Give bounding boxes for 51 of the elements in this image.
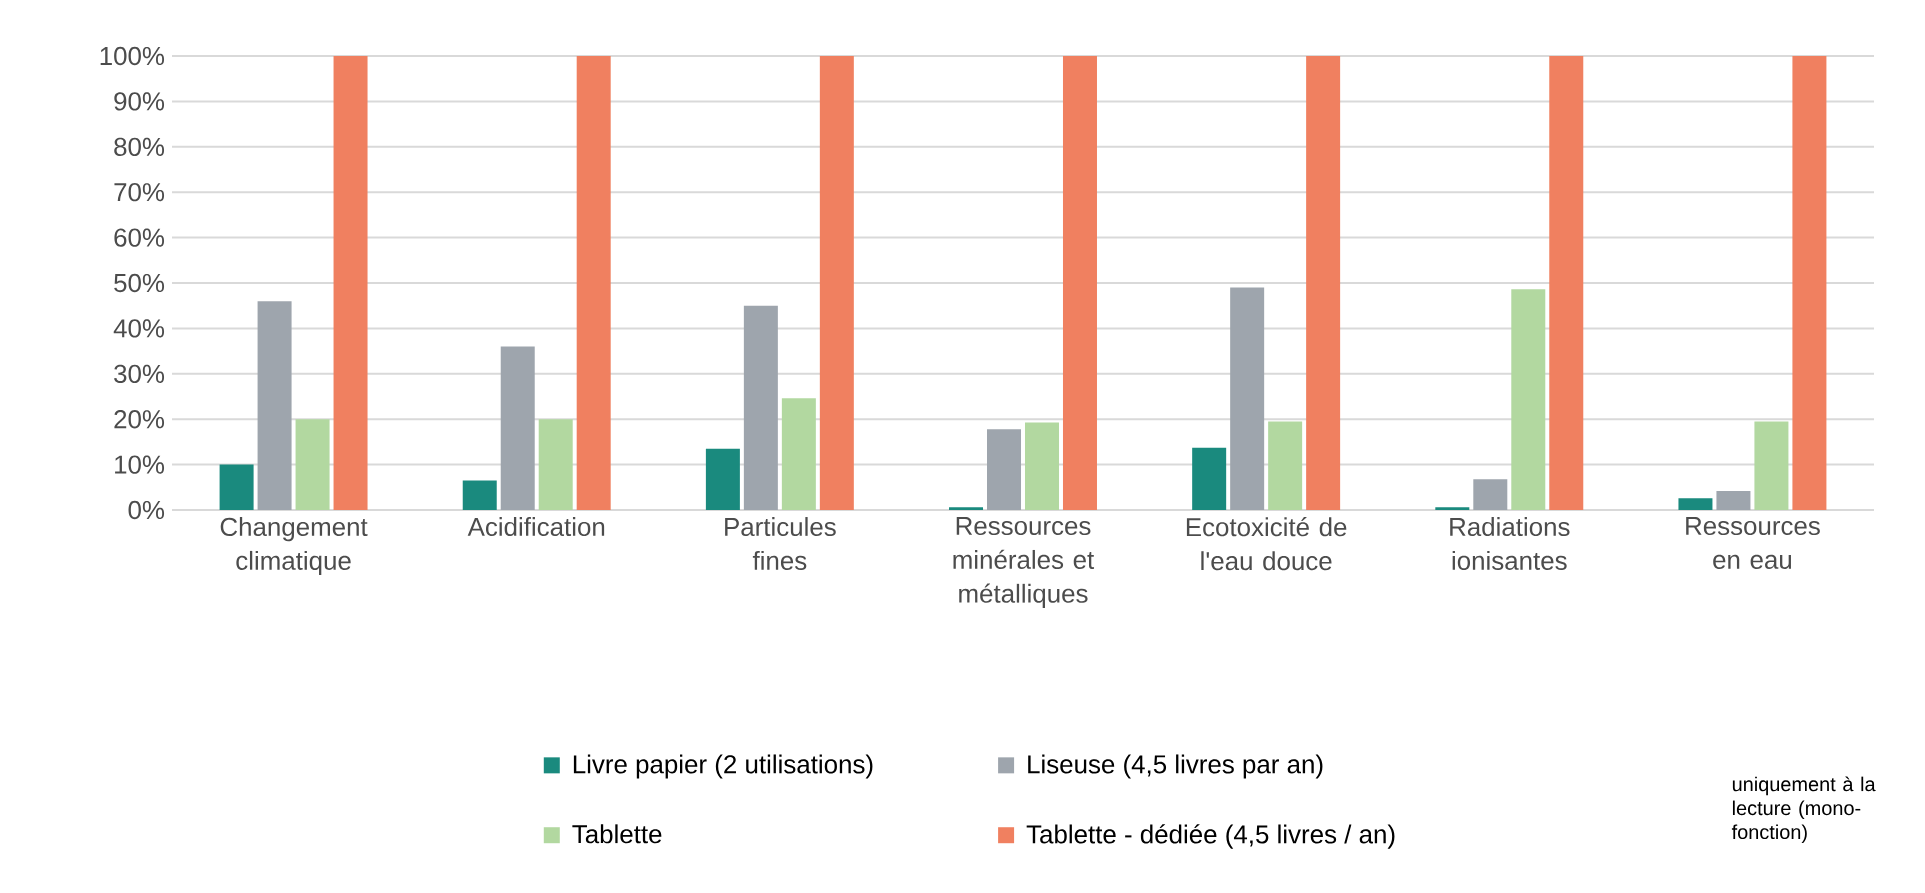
bar — [1435, 507, 1470, 511]
bar — [743, 305, 778, 511]
bar — [1754, 421, 1789, 511]
bar — [1473, 479, 1508, 511]
x-tick-label: Ressources minérales et métalliques — [953, 517, 1095, 608]
bar — [1716, 490, 1751, 511]
x-tick-label: Acidification — [467, 517, 605, 537]
y-tick-label: 50% — [114, 273, 165, 293]
bar — [1062, 56, 1097, 511]
x-tick-label: Changement climatique — [220, 517, 368, 576]
bar — [781, 398, 816, 511]
bar — [1678, 498, 1713, 511]
y-tick-label: 100% — [100, 46, 165, 66]
y-tick-label: 20% — [114, 410, 165, 429]
bar — [1549, 56, 1584, 511]
bar — [1306, 56, 1341, 511]
bar — [1792, 56, 1827, 511]
bar — [500, 346, 535, 511]
y-tick-label: 70% — [114, 183, 165, 202]
bar — [987, 429, 1022, 511]
bar — [1192, 447, 1227, 511]
bar — [295, 419, 330, 511]
text: uniquement à la lecture (mono-fonction) — [1731, 776, 1876, 844]
y-tick-label: 90% — [114, 92, 165, 111]
bar — [819, 56, 854, 511]
bar — [949, 507, 984, 511]
legend-label: Livre papier (2 utilisations) — [573, 754, 873, 779]
bar — [538, 419, 573, 511]
bar — [1511, 289, 1546, 511]
bar — [462, 480, 497, 511]
x-tick-label: Ecotoxicité de l'eau douce — [1186, 517, 1347, 571]
bar — [1268, 421, 1303, 511]
x-tick-label: Radiations ionisantes — [1450, 517, 1570, 570]
y-tick-label: 40% — [113, 319, 165, 338]
bar — [219, 464, 254, 511]
bar — [257, 301, 292, 511]
legend-label: Tablette - dédiée (4,5 livres / an) — [1026, 824, 1395, 849]
bar — [705, 448, 740, 511]
x-tick-label: Ressources en eau — [1686, 517, 1820, 569]
legend-label: Liseuse (4,5 livres par an) — [1028, 754, 1323, 779]
y-tick-label: 10% — [115, 455, 165, 474]
y-tick-label: 30% — [114, 364, 165, 383]
y-tick-label: 60% — [114, 228, 165, 247]
y-tick-label: 0% — [128, 500, 165, 520]
bar — [1024, 422, 1059, 511]
bar — [576, 56, 611, 511]
y-tick-label: 80% — [114, 137, 165, 156]
x-tick-label: Particules fines — [725, 517, 836, 570]
bar — [333, 56, 368, 511]
legend-label: Tablette — [572, 824, 662, 844]
bar — [1230, 287, 1265, 511]
